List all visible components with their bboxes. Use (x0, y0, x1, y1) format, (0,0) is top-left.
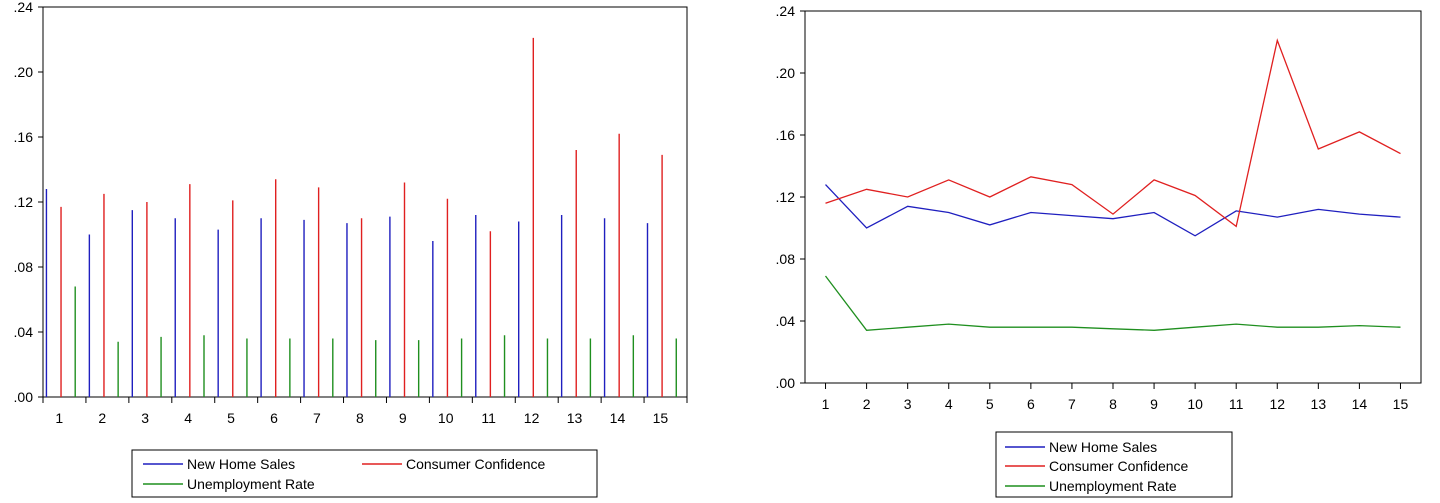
y-tick-label: .20 (14, 64, 34, 80)
legend-label: New Home Sales (187, 456, 295, 472)
x-tick-label: 10 (438, 410, 454, 426)
legend-label: Unemployment Rate (1049, 478, 1177, 494)
x-tick-label: 13 (1311, 396, 1327, 412)
legend-label: Consumer Confidence (406, 456, 546, 472)
x-tick-label: 7 (313, 410, 321, 426)
series-line-1 (825, 38, 1401, 228)
legend-label: Unemployment Rate (187, 476, 315, 492)
x-tick-label: 8 (356, 410, 364, 426)
x-tick-label: 8 (1109, 396, 1117, 412)
x-tick-label: 2 (863, 396, 871, 412)
x-tick-label: 11 (1229, 396, 1244, 412)
x-tick-label: 10 (1187, 396, 1203, 412)
x-tick-label: 12 (1269, 396, 1285, 412)
x-tick-label: 2 (98, 410, 106, 426)
y-tick-label: .16 (14, 129, 34, 145)
x-tick-label: 1 (822, 396, 830, 412)
legend-box (131, 449, 598, 498)
legend-label: Consumer Confidence (1049, 458, 1189, 474)
x-tick-label: 14 (1352, 396, 1368, 412)
x-tick-label: 11 (481, 410, 496, 426)
x-tick-label: 3 (141, 410, 149, 426)
y-tick-label: .04 (776, 313, 796, 329)
x-tick-label: 4 (184, 410, 192, 426)
y-tick-label: .12 (14, 194, 34, 210)
line-chart: .00.04.08.12.16.20.241 2 3 4 5 6 7 8 9 10 11 12 13 14… (776, 3, 1422, 498)
x-tick-label: 6 (270, 410, 278, 426)
x-tick-label: 4 (945, 396, 953, 412)
x-tick-label: 14 (610, 410, 626, 426)
y-tick-label: .20 (776, 65, 796, 81)
x-tick-label: 15 (653, 410, 669, 426)
y-tick-label: .12 (776, 189, 796, 205)
y-tick-label: .24 (776, 3, 796, 19)
x-tick-label: 12 (524, 410, 540, 426)
x-tick-label: 15 (1393, 396, 1409, 412)
y-tick-label: .08 (14, 259, 34, 275)
y-tick-label: .00 (776, 375, 796, 391)
bar-chart: .00.04.08.12.16.20.241 2 3 4 5 6 7 8 9 10 11 12 13 14… (14, 0, 688, 498)
x-tick-label: 5 (986, 396, 994, 412)
series-line-0 (825, 184, 1401, 237)
legend-label: New Home Sales (1049, 439, 1157, 455)
x-tick-label: 1 (55, 410, 63, 426)
x-tick-label: 5 (227, 410, 235, 426)
y-tick-label: .00 (14, 389, 34, 405)
y-tick-label: .08 (776, 251, 796, 267)
x-tick-label: 9 (399, 410, 407, 426)
x-tick-label: 3 (904, 396, 912, 412)
x-tick-label: 7 (1068, 396, 1076, 412)
x-tick-label: 6 (1027, 396, 1035, 412)
y-tick-label: .04 (14, 324, 34, 340)
x-tick-label: 9 (1150, 396, 1158, 412)
series-line-2 (824, 275, 1401, 331)
y-tick-label: .16 (776, 127, 796, 143)
x-tick-label: 13 (567, 410, 583, 426)
y-tick-label: .24 (14, 0, 34, 15)
